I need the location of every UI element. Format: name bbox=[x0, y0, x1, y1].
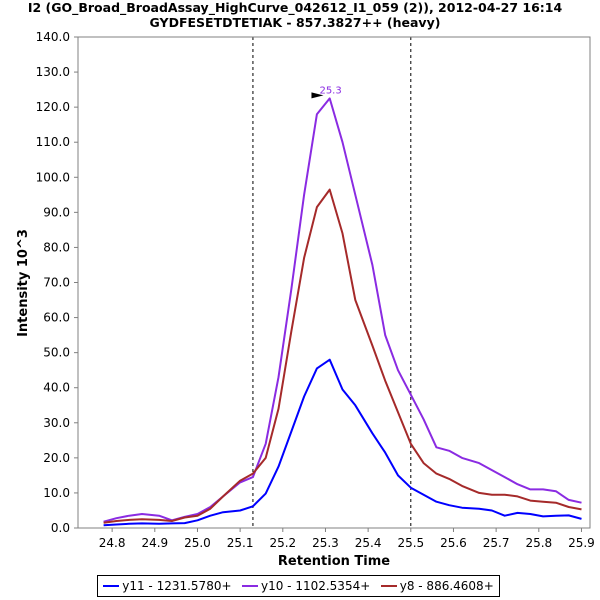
legend-item-y8: y8 - 886.4608+ bbox=[380, 579, 494, 593]
y-tick-label: 20.0 bbox=[43, 451, 70, 465]
y-tick-label: 90.0 bbox=[43, 205, 70, 219]
y-tick-label: 40.0 bbox=[43, 381, 70, 395]
peak-annotation: 25.3 bbox=[311, 85, 342, 99]
peak-arrow-icon bbox=[311, 92, 324, 99]
x-tick-label: 25.3 bbox=[312, 536, 339, 550]
legend-label-y10: y10 - 1102.5354+ bbox=[260, 579, 371, 593]
x-tick-label: 25.7 bbox=[483, 536, 510, 550]
retention-markers bbox=[252, 37, 412, 528]
y-axis-label: Intensity 10^3 bbox=[16, 229, 31, 337]
y-tick-label: 0.0 bbox=[51, 521, 70, 535]
x-tick-label: 25.9 bbox=[568, 536, 595, 550]
y-tick-label: 30.0 bbox=[43, 416, 70, 430]
peak-label: 25.3 bbox=[319, 85, 341, 96]
y-tick-label: 140.0 bbox=[36, 30, 70, 44]
x-tick-label: 24.8 bbox=[99, 536, 126, 550]
x-axis-ticks: 24.8 24.9 25.0 25.1 25.2 25.3 25.4 25.5 25.6 25.7… bbox=[99, 528, 595, 550]
x-tick-label: 25.5 bbox=[397, 536, 424, 550]
x-tick-label: 25.0 bbox=[184, 536, 211, 550]
x-tick-label: 25.6 bbox=[440, 536, 467, 550]
series-line-0 bbox=[103, 358, 582, 527]
y-tick-label: 50.0 bbox=[43, 346, 70, 360]
legend-label-y11: y11 - 1231.5780+ bbox=[122, 579, 232, 593]
series-line-2 bbox=[103, 188, 582, 524]
y-axis-ticks: 0.0 10.0 20.0 30.0 40.0 50.0 60.0 70.0 80.0 90.0 1… bbox=[36, 30, 78, 535]
x-tick-label: 24.9 bbox=[141, 536, 168, 550]
legend-swatch-y8 bbox=[380, 585, 397, 587]
chart-title: I2 (GO_Broad_BroadAssay_HighCurve_042612… bbox=[28, 0, 563, 16]
chart-subtitle: GYDFESETDTETIAK - 857.3827++ (heavy) bbox=[150, 15, 441, 30]
legend-swatch-y11 bbox=[103, 585, 120, 587]
x-tick-label: 25.8 bbox=[525, 536, 552, 550]
legend-swatch-y10 bbox=[241, 585, 258, 587]
y-tick-label: 110.0 bbox=[36, 135, 70, 149]
legend-item-y10: y10 - 1102.5354+ bbox=[241, 579, 371, 593]
series-lines bbox=[103, 97, 582, 527]
y-tick-label: 60.0 bbox=[43, 311, 70, 325]
legend: y11 - 1231.5780+ y10 - 1102.5354+ y8 - 8… bbox=[97, 575, 500, 597]
legend-label-y8: y8 - 886.4608+ bbox=[399, 579, 494, 593]
legend-item-y11: y11 - 1231.5780+ bbox=[103, 579, 232, 593]
y-tick-label: 80.0 bbox=[43, 240, 70, 254]
y-tick-label: 100.0 bbox=[36, 170, 70, 184]
y-tick-label: 120.0 bbox=[36, 100, 70, 114]
x-tick-label: 25.2 bbox=[269, 536, 296, 550]
x-tick-label: 25.1 bbox=[227, 536, 254, 550]
x-tick-label: 25.4 bbox=[355, 536, 382, 550]
x-axis-label: Retention Time bbox=[278, 554, 390, 569]
y-tick-label: 10.0 bbox=[43, 486, 70, 500]
y-tick-label: 70.0 bbox=[43, 276, 70, 290]
series-line-1 bbox=[103, 97, 582, 523]
y-tick-label: 130.0 bbox=[36, 65, 70, 79]
plot-area bbox=[77, 36, 591, 529]
